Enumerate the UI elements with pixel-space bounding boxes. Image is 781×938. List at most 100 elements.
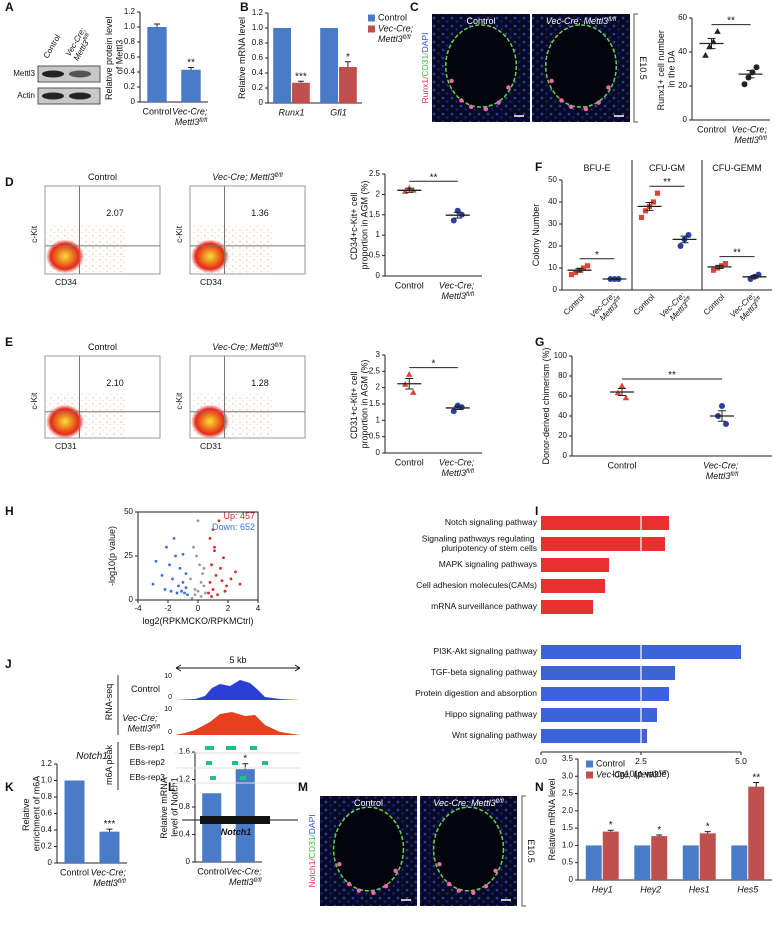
vessel-outline xyxy=(544,24,618,108)
bar xyxy=(634,845,651,880)
data-point xyxy=(211,588,215,591)
bar xyxy=(339,67,357,103)
peak-label: EBs-rep2 xyxy=(130,757,166,767)
group-title: Vec-Cre; Mettl3fl/fl xyxy=(212,342,283,353)
bar xyxy=(602,831,619,880)
y-tick-label: 1.0 xyxy=(124,22,136,31)
y-tick-label: 0 xyxy=(131,97,136,106)
bar-label: TGF-beta signaling pathway xyxy=(431,667,538,677)
vessel-outline xyxy=(332,806,405,892)
significance: * xyxy=(346,51,350,62)
y-tick-label: 1 xyxy=(376,230,381,239)
y-tick-label: 1.6 xyxy=(179,747,191,756)
bar xyxy=(202,793,222,862)
band xyxy=(69,70,91,78)
x-tick-label: Control xyxy=(697,125,726,135)
y-tick-label: 2 xyxy=(376,190,381,199)
x-tick-label: Hes5 xyxy=(737,885,759,895)
axis-marker: c-Kit xyxy=(29,225,39,243)
data-point xyxy=(204,591,207,595)
protein-label: Mettl3 xyxy=(13,69,35,78)
y-tick-label: 0.2 xyxy=(41,842,53,851)
panel-letter: G xyxy=(535,335,544,349)
data-point xyxy=(741,81,748,88)
panel-letter: E xyxy=(5,335,13,349)
bar xyxy=(651,836,668,880)
y-tick-label: 0.4 xyxy=(124,67,136,76)
error-bar xyxy=(405,378,414,390)
scale-arrow xyxy=(175,664,301,672)
data-point xyxy=(195,554,198,558)
bar xyxy=(682,845,699,880)
panel-title: CFU-GEMM xyxy=(712,163,762,173)
gene-label: Notch1 xyxy=(221,827,252,837)
bar-label: Protein digestion and absorption xyxy=(415,688,537,698)
y-tick-label: 40 xyxy=(548,197,557,206)
bar xyxy=(99,831,120,863)
panel-letter: B xyxy=(240,0,249,14)
stained-cell xyxy=(456,888,461,893)
data-point xyxy=(202,584,206,588)
data-point xyxy=(753,64,760,71)
legend-label: Control xyxy=(596,759,625,769)
y-axis-label: Relative mRNA level xyxy=(547,778,557,860)
y-axis-label: CD31+c-Kit+ cell proportion in AGM (%) xyxy=(349,359,369,448)
x-tick-label: 0 xyxy=(196,604,201,613)
data-point xyxy=(196,589,200,593)
y-tick-label: 0.8 xyxy=(179,802,191,811)
x-tick-label: 2.5 xyxy=(635,756,647,766)
stained-cell xyxy=(483,106,489,112)
range-label: 0 xyxy=(168,729,172,736)
y-tick-label: 1.0 xyxy=(252,23,264,32)
stain-label: Notch1/CD31/DAPI xyxy=(307,814,317,887)
bar-label: mRNA surveillance pathway xyxy=(431,601,538,611)
y-tick-label: 1.5 xyxy=(562,823,574,832)
legend-label: Vec-Cre; Mettl3fl/fl xyxy=(378,24,416,44)
significance: ** xyxy=(668,370,676,381)
legend-label: Down: 652 xyxy=(212,522,255,532)
error-bar xyxy=(297,80,304,83)
data-point xyxy=(234,570,237,574)
data-point xyxy=(189,577,192,581)
panel-letter: A xyxy=(5,0,14,14)
data-point xyxy=(193,588,197,591)
y-tick-label: 0.2 xyxy=(124,82,136,91)
y-tick-label: 0.4 xyxy=(252,68,264,77)
x-axis-label: log10(p value) xyxy=(612,769,669,779)
y-tick-label: 0 xyxy=(683,115,688,124)
x-tick-label: Control xyxy=(395,458,424,468)
bar xyxy=(541,516,669,530)
x-tick-label: Hes1 xyxy=(689,885,710,895)
axis-marker: CD34 xyxy=(55,277,77,287)
panel-title: CFU-GM xyxy=(649,163,685,173)
y-tick-label: 0.4 xyxy=(41,825,53,834)
data-point xyxy=(710,267,717,273)
x-tick-label: 2 xyxy=(226,604,231,613)
data-point xyxy=(198,563,201,567)
y-tick-label: 0 xyxy=(186,857,191,866)
x-tick-label: Vec-Cre; Mettl3fl/fl xyxy=(658,289,695,326)
coverage-track xyxy=(175,712,300,735)
data-point xyxy=(213,545,216,549)
y-tick-label: 25 xyxy=(124,551,133,560)
gate-value: 1.36 xyxy=(251,208,269,218)
lane-label: Vec-Cre; Mettl3fl/fl xyxy=(64,24,97,62)
bar-label: Signaling pathways regulating pluripoten… xyxy=(422,534,537,554)
data-point xyxy=(193,593,197,597)
stained-cell xyxy=(371,890,376,895)
stage-bracket xyxy=(521,795,526,907)
y-tick-label: 0.8 xyxy=(41,792,53,801)
data-point xyxy=(175,591,179,595)
flow-population xyxy=(46,239,84,274)
panel-letter: F xyxy=(535,160,542,174)
legend-label: Up: 457 xyxy=(223,511,255,521)
gate-value: 1.28 xyxy=(251,378,269,388)
stained-cell xyxy=(506,85,511,90)
error-bar xyxy=(715,264,724,269)
group-title: Vec-Cre; Mettl3fl/fl xyxy=(546,16,617,27)
data-point xyxy=(168,563,171,567)
data-point xyxy=(210,595,213,598)
stained-cell xyxy=(437,862,442,867)
